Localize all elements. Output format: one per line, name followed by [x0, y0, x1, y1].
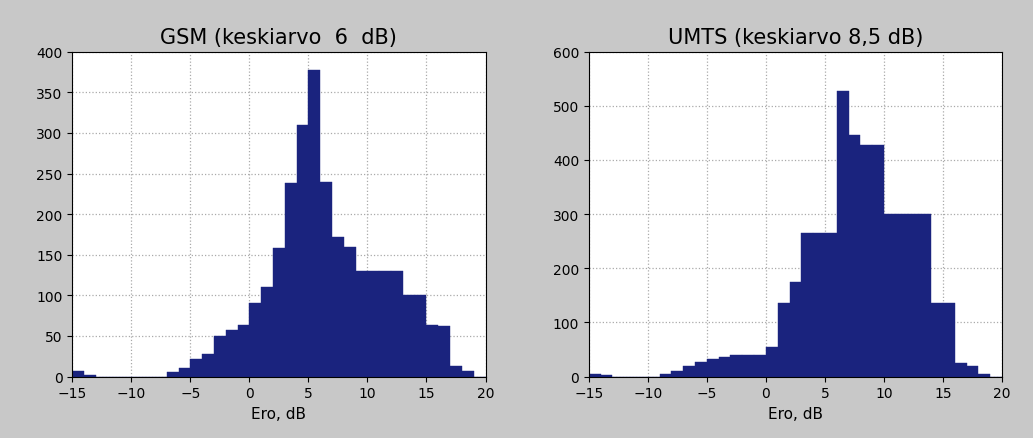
Bar [238, 325, 249, 377]
Bar [872, 145, 884, 377]
Bar [320, 182, 332, 377]
Bar [438, 326, 450, 377]
Bar [273, 249, 285, 377]
Bar [226, 331, 238, 377]
Bar [179, 368, 190, 377]
Bar [978, 374, 991, 377]
Bar [754, 355, 765, 377]
Bar [660, 374, 671, 377]
Bar [261, 287, 273, 377]
Bar [285, 184, 296, 377]
Bar [860, 145, 872, 377]
Bar [309, 71, 320, 377]
Bar [392, 271, 403, 377]
Bar [848, 135, 860, 377]
Bar [683, 366, 695, 377]
Bar [707, 360, 719, 377]
Bar [695, 363, 707, 377]
Bar [296, 125, 309, 377]
Bar [884, 215, 896, 377]
Bar [332, 237, 344, 377]
Bar [355, 271, 368, 377]
Bar [462, 371, 474, 377]
Bar [743, 355, 754, 377]
Bar [589, 374, 600, 377]
Bar [719, 357, 730, 377]
Bar [427, 325, 438, 377]
Bar [379, 271, 392, 377]
Bar [967, 366, 978, 377]
Bar [671, 371, 683, 377]
Title: GSM (keskiarvo  6  dB): GSM (keskiarvo 6 dB) [160, 28, 398, 48]
Bar [931, 304, 943, 377]
Bar [765, 347, 778, 377]
Bar [943, 304, 954, 377]
Bar [368, 271, 379, 377]
Bar [954, 363, 967, 377]
Title: UMTS (keskiarvo 8,5 dB): UMTS (keskiarvo 8,5 dB) [667, 28, 924, 48]
Bar [166, 373, 179, 377]
Bar [813, 233, 825, 377]
Bar [414, 296, 427, 377]
Bar [72, 371, 84, 377]
Bar [202, 354, 214, 377]
Bar [778, 304, 789, 377]
Bar [730, 355, 743, 377]
Bar [84, 375, 96, 377]
Bar [802, 233, 813, 377]
Bar [919, 215, 931, 377]
Bar [344, 247, 355, 377]
Bar [214, 336, 226, 377]
Bar [249, 304, 261, 377]
Bar [600, 376, 613, 377]
Bar [825, 233, 837, 377]
Bar [789, 282, 802, 377]
Bar [403, 296, 414, 377]
X-axis label: Ero, dB: Ero, dB [251, 406, 307, 421]
X-axis label: Ero, dB: Ero, dB [768, 406, 823, 421]
Bar [837, 92, 848, 377]
Bar [908, 215, 919, 377]
Bar [190, 359, 202, 377]
Bar [450, 366, 462, 377]
Bar [896, 215, 908, 377]
